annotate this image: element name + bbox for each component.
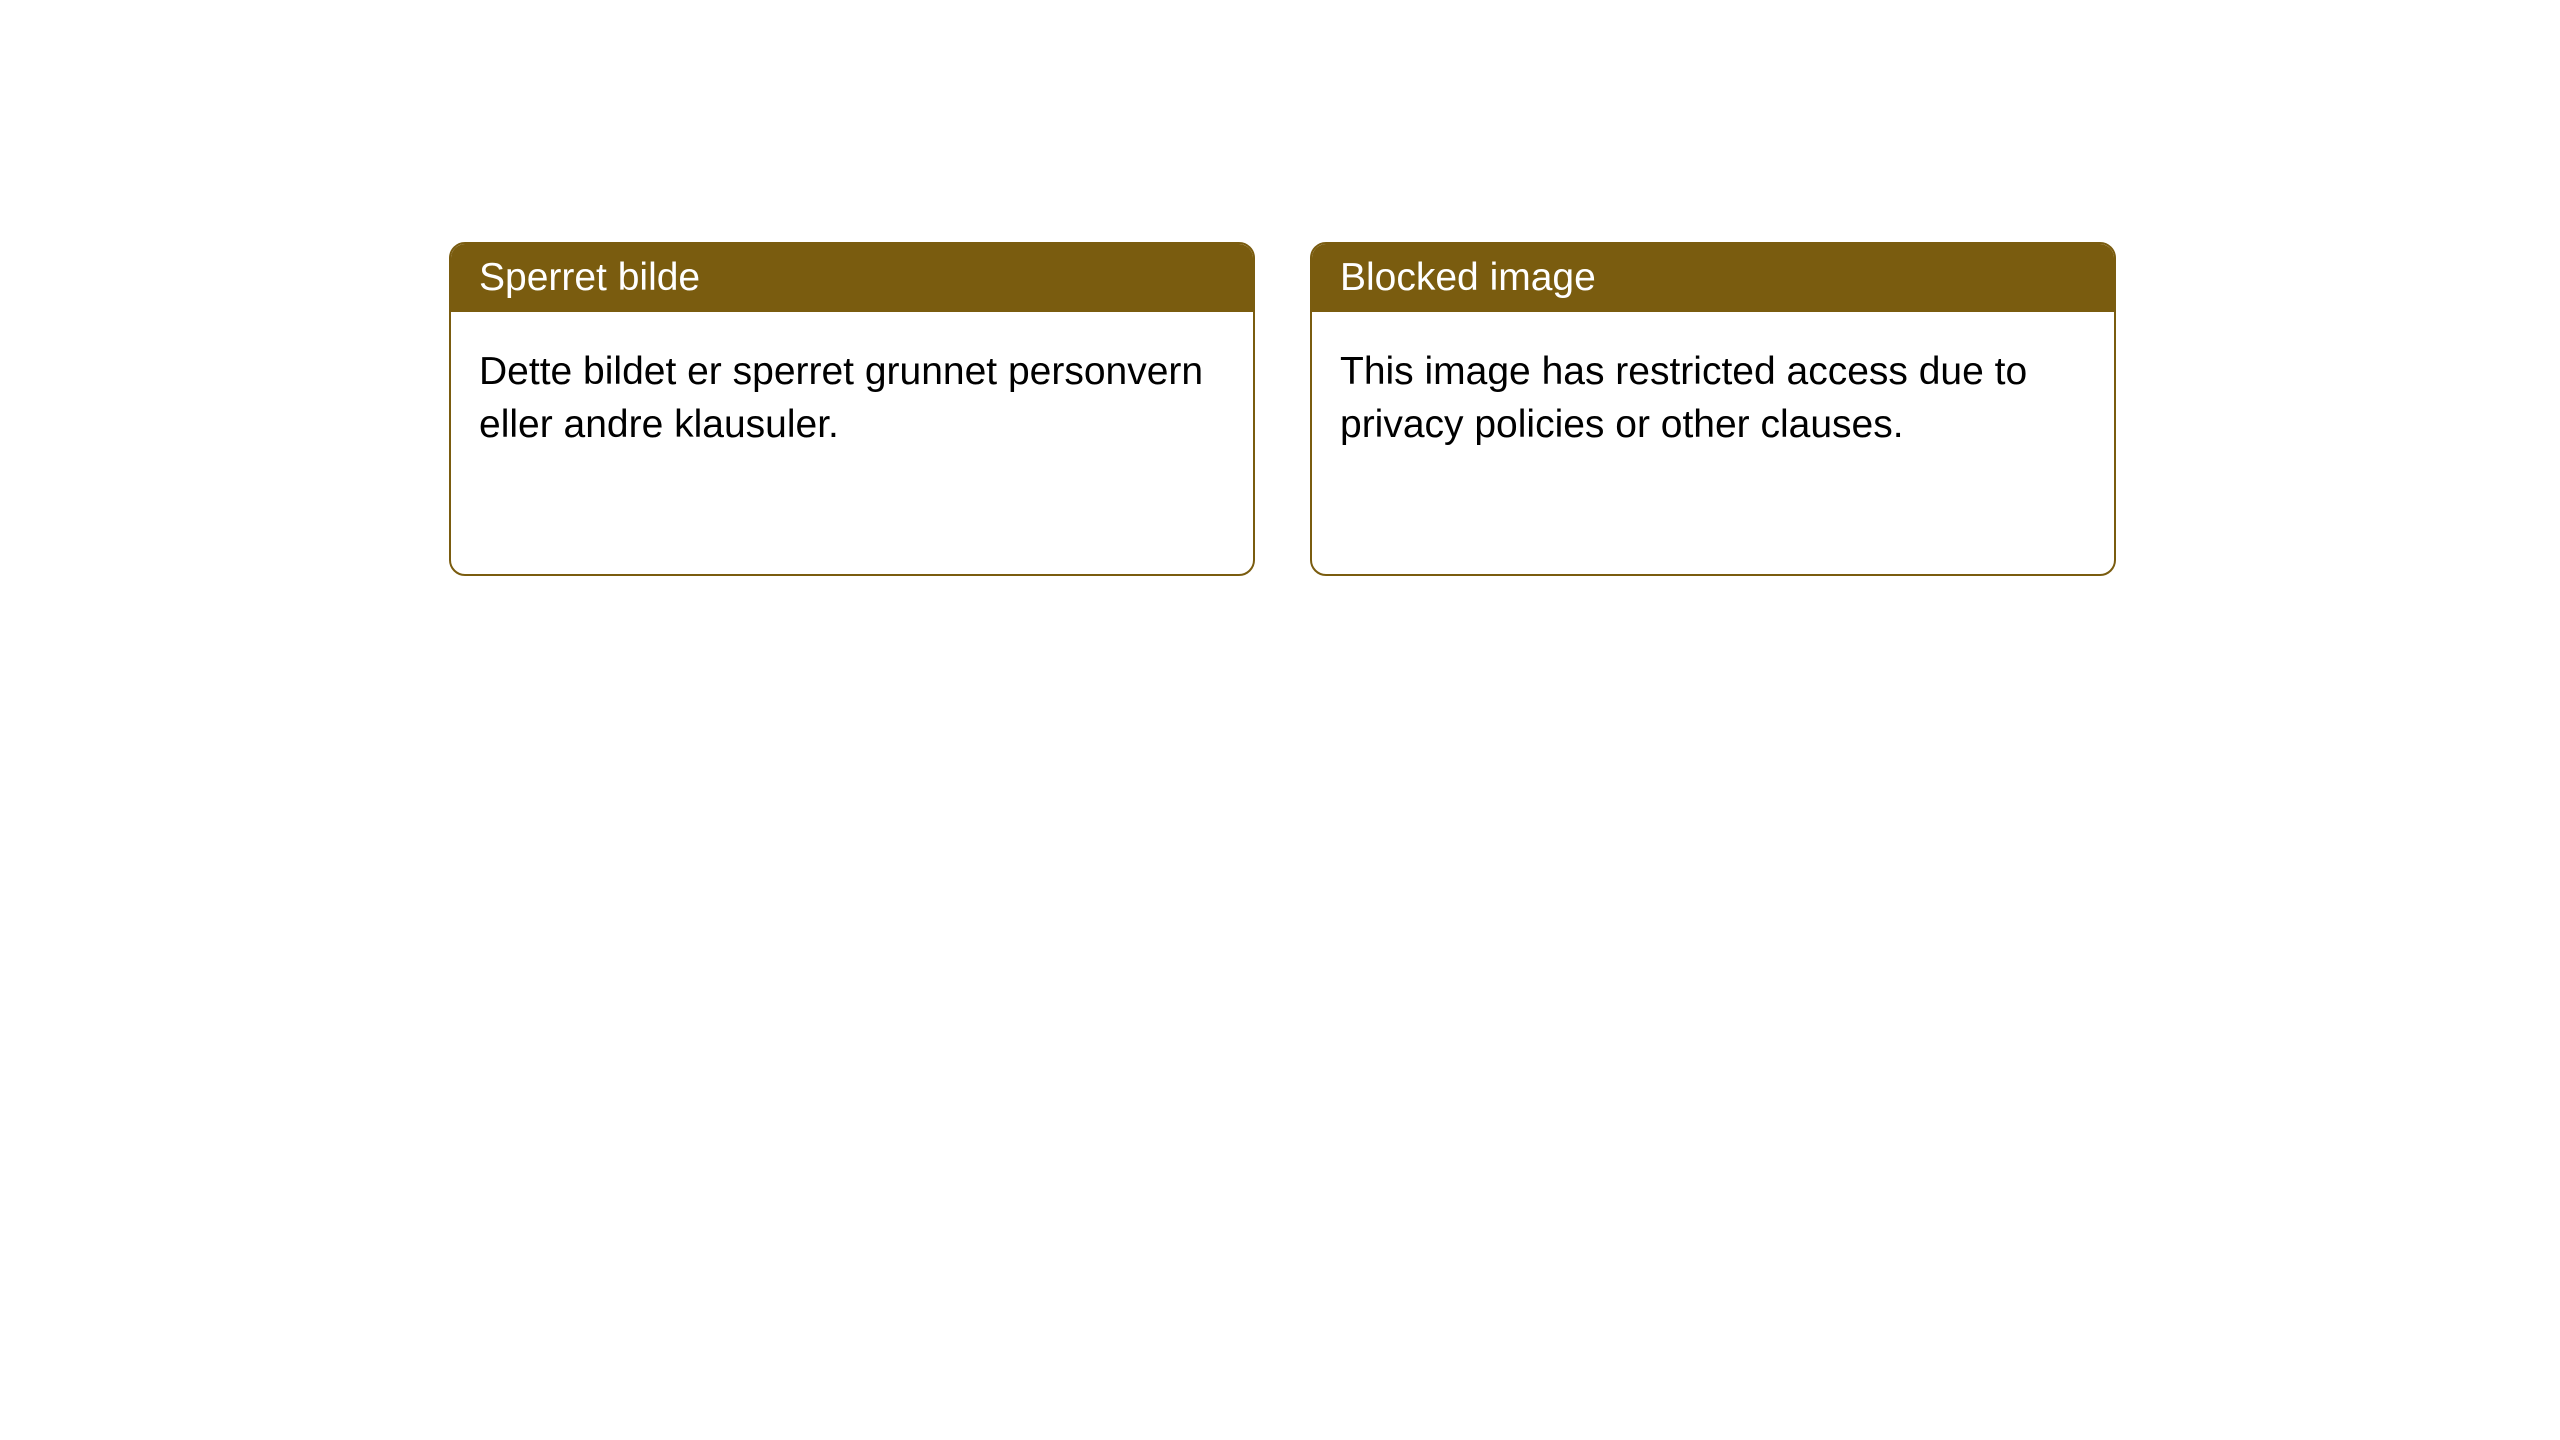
notice-card-title: Sperret bilde [451, 244, 1253, 312]
notice-card-body: Dette bildet er sperret grunnet personve… [451, 312, 1253, 485]
notice-card-body: This image has restricted access due to … [1312, 312, 2114, 485]
notice-cards-container: Sperret bilde Dette bildet er sperret gr… [449, 242, 2560, 576]
notice-card-title: Blocked image [1312, 244, 2114, 312]
notice-card-english: Blocked image This image has restricted … [1310, 242, 2116, 576]
notice-card-norwegian: Sperret bilde Dette bildet er sperret gr… [449, 242, 1255, 576]
